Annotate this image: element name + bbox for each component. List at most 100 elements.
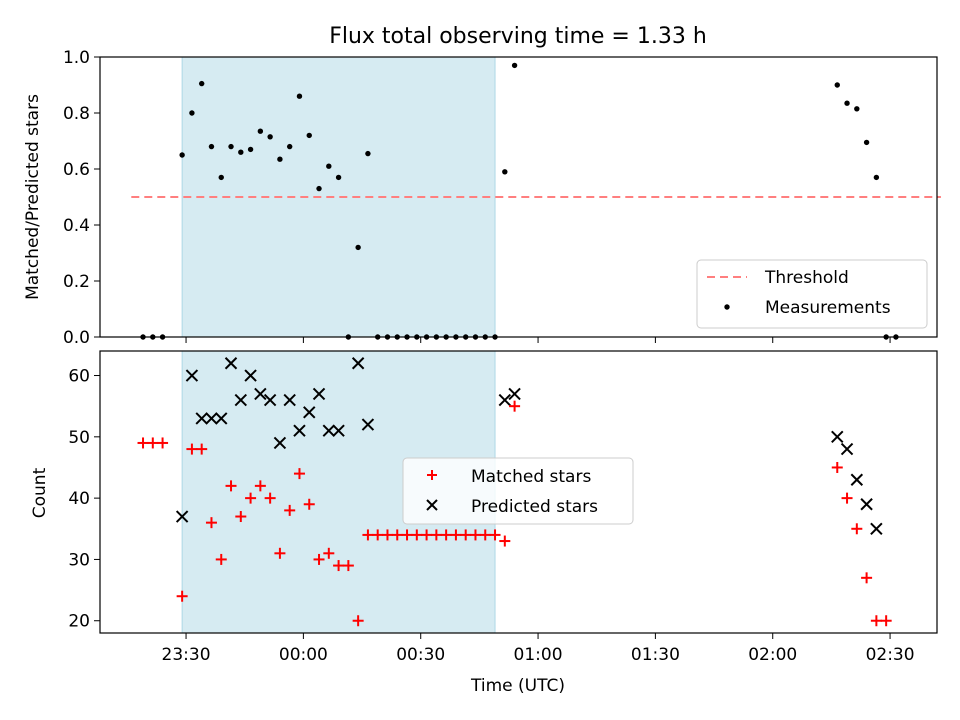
chart-title: Flux total observing time = 1.33 h xyxy=(329,24,707,49)
matched-star-point xyxy=(137,437,149,449)
predicted-star-point xyxy=(312,387,326,401)
matched-star-point xyxy=(205,517,217,529)
x-tick-label: 01:00 xyxy=(514,645,563,665)
predicted-star-point xyxy=(870,522,883,535)
measurement-point xyxy=(873,174,880,181)
matched-star-point xyxy=(303,498,315,510)
x-tick-label: 01:30 xyxy=(631,645,680,665)
measurement-point xyxy=(238,149,244,155)
predicted-star-point xyxy=(234,393,248,407)
y-tick-label: 40 xyxy=(68,489,90,509)
predicted-star-point xyxy=(263,393,277,407)
y-tick-label: 0.4 xyxy=(63,216,90,236)
predicted-star-point xyxy=(215,412,228,425)
matched-star-point xyxy=(509,400,521,412)
predicted-star-point xyxy=(185,369,199,382)
top-y-axis-label: Matched/Predicted stars xyxy=(23,94,43,300)
measurement-point xyxy=(286,143,293,150)
predicted-star-point xyxy=(508,387,521,401)
matched-star-point xyxy=(147,437,159,449)
y-tick-label: 0.2 xyxy=(63,272,90,292)
measurement-point xyxy=(365,150,371,157)
measurement-point xyxy=(247,146,254,153)
matched-star-point xyxy=(450,529,462,541)
matched-star-point xyxy=(440,529,452,541)
bottom-x-ticks: 23:30 00:00 00:30 01:00 01:30 02:00 02:30 xyxy=(162,633,915,665)
matched-star-point xyxy=(831,461,843,473)
measurement-point xyxy=(296,93,303,99)
top-legend: Threshold Measurements xyxy=(696,259,928,329)
x-tick-label: 00:00 xyxy=(279,645,328,665)
predicted-star-point xyxy=(850,473,864,486)
measurement-point xyxy=(208,143,215,150)
measurement-point xyxy=(267,134,273,140)
matched-star-point xyxy=(460,529,472,541)
matched-star-point xyxy=(861,572,873,584)
matched-star-point xyxy=(362,529,374,541)
predicted-star-point xyxy=(831,430,844,444)
predicted-star-point xyxy=(244,369,257,382)
y-tick-label: 0.6 xyxy=(63,160,90,180)
top-x-ticks xyxy=(185,337,891,343)
top-legend-box xyxy=(696,259,928,329)
matched-star-point xyxy=(313,553,325,565)
predicted-star-point xyxy=(498,393,512,407)
measurement-point xyxy=(316,185,322,192)
matched-star-point xyxy=(245,492,257,504)
measurement-point xyxy=(511,62,518,69)
bottom-legend: Matched stars Predicted stars xyxy=(402,457,634,525)
measurement-point xyxy=(863,139,870,146)
matched-star-point xyxy=(430,529,442,541)
matched-star-point xyxy=(381,529,393,541)
predicted-star-point xyxy=(283,393,296,407)
measurement-point xyxy=(306,132,312,139)
measurement-point xyxy=(502,169,508,175)
bottom-y-axis-label: Count xyxy=(30,467,50,518)
matched-star-point xyxy=(372,529,384,541)
x-tick-label: 23:30 xyxy=(162,645,211,665)
predicted-star-point xyxy=(175,510,189,523)
matched-star-point xyxy=(157,437,169,449)
measurement-point xyxy=(198,80,205,87)
predicted-legend-swatch xyxy=(426,499,438,511)
x-tick-label: 00:30 xyxy=(396,645,445,665)
predicted-star-point xyxy=(254,387,267,401)
measurement-point xyxy=(228,143,234,150)
y-tick-label: 30 xyxy=(68,550,90,570)
matched-star-point xyxy=(479,529,491,541)
predicted-legend-label: Predicted stars xyxy=(471,497,598,517)
predicted-star-point xyxy=(293,424,306,437)
predicted-star-point xyxy=(860,498,873,511)
matched-star-point xyxy=(851,523,863,535)
predicted-star-points xyxy=(175,357,883,535)
measurement-point xyxy=(277,156,283,162)
measurement-point xyxy=(844,100,850,106)
measurement-point xyxy=(326,163,332,169)
measurement-point xyxy=(335,174,342,181)
predicted-star-point xyxy=(303,406,316,419)
matched-star-point xyxy=(342,560,354,572)
top-axes-frame xyxy=(99,56,938,338)
measurements-legend-swatch xyxy=(724,304,730,310)
x-tick-label: 02:00 xyxy=(748,645,797,665)
measurement-point xyxy=(355,244,361,251)
x-axis-label: Time (UTC) xyxy=(470,676,565,696)
top-observing-shade xyxy=(181,56,496,338)
threshold-legend-label: Threshold xyxy=(764,268,849,288)
top-panel: 0.0 0.2 0.4 0.6 0.8 1.0 Matched/Predicted sta… xyxy=(23,48,941,348)
predicted-star-point xyxy=(273,436,287,450)
measurement-point xyxy=(179,152,185,158)
predicted-star-point xyxy=(840,442,854,456)
measurement-point xyxy=(189,110,195,116)
measurement-point xyxy=(218,174,224,181)
y-tick-label: 20 xyxy=(68,612,90,632)
x-tick-label: 02:30 xyxy=(866,645,915,665)
matched-star-point xyxy=(215,553,227,565)
matched-star-point xyxy=(391,529,403,541)
y-tick-label: 50 xyxy=(68,428,90,448)
bottom-y-ticks: 20 30 40 50 60 xyxy=(68,367,100,632)
predicted-star-point xyxy=(224,357,238,370)
matched-star-point xyxy=(333,560,345,572)
bottom-panel: 20 30 40 50 60 23:30 00:00 00:30 01:00 01:30 02:0… xyxy=(30,350,938,696)
matched-star-point xyxy=(870,615,882,627)
